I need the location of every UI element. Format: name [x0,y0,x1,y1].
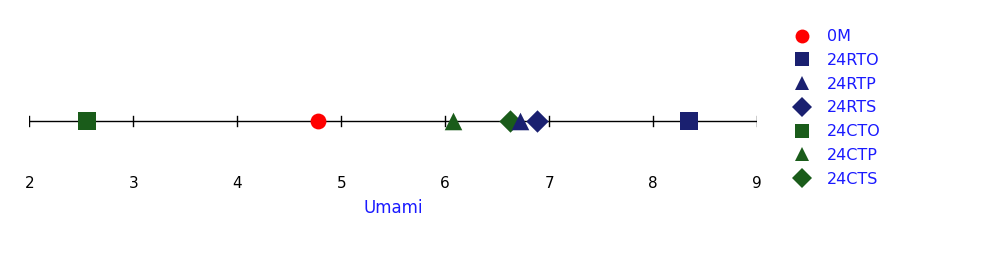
Point [529,119,545,123]
Point [311,119,326,123]
X-axis label: Umami: Umami [364,199,423,217]
Point [79,119,94,123]
Point [512,119,528,123]
Legend: 0M, 24RTO, 24RTP, 24RTS, 24CTO, 24CTP, 24CTS: 0M, 24RTO, 24RTP, 24RTS, 24CTO, 24CTP, 2… [780,23,888,193]
Point [445,119,461,123]
Point [681,119,697,123]
Point [501,119,517,123]
